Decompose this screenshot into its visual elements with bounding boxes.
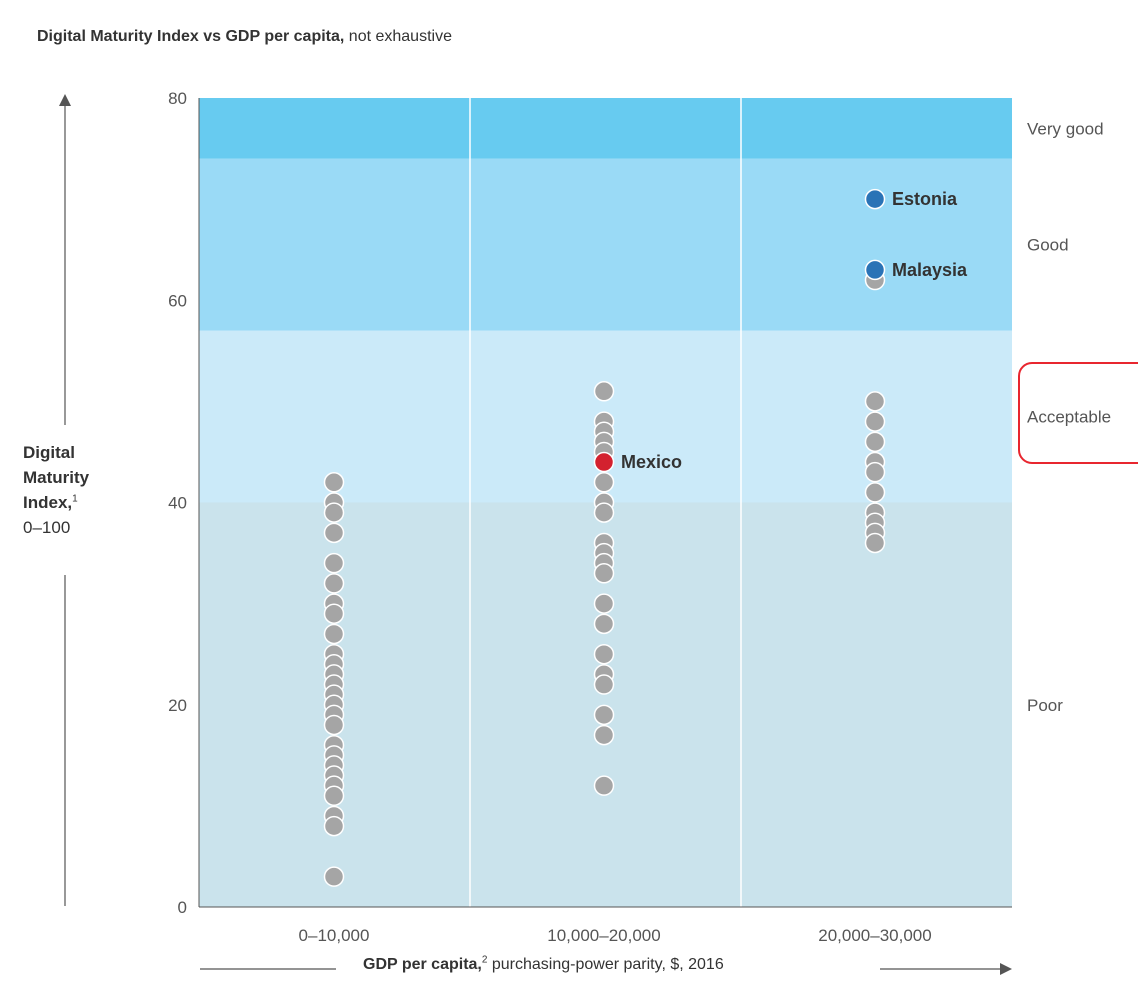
data-point bbox=[323, 552, 345, 574]
y-arrow-head bbox=[59, 94, 71, 106]
x-tick-label: 10,000–20,000 bbox=[547, 926, 660, 945]
x-tick-label: 0–10,000 bbox=[299, 926, 370, 945]
data-point bbox=[593, 643, 615, 665]
x-tick-label: 20,000–30,000 bbox=[818, 926, 931, 945]
data-point bbox=[593, 674, 615, 695]
x-tick-labels: 0–10,000 10,000–20,000 20,000–30,000 bbox=[299, 926, 932, 945]
y-tick-label: 60 bbox=[168, 291, 187, 310]
data-point bbox=[864, 431, 886, 453]
data-point bbox=[593, 502, 615, 523]
band-label: Poor bbox=[1027, 696, 1063, 715]
band-very-good bbox=[199, 98, 1012, 159]
data-point bbox=[864, 391, 886, 412]
y-tick-label: 0 bbox=[178, 898, 187, 917]
data-point bbox=[323, 866, 345, 887]
x-axis-footnote-marker: 2 bbox=[481, 954, 488, 966]
data-point bbox=[593, 563, 615, 584]
x-axis-label: GDP per capita,2 purchasing-power parity… bbox=[363, 954, 863, 974]
x-arrow-head bbox=[1000, 963, 1012, 975]
y-tick-label: 80 bbox=[168, 89, 187, 108]
x-axis-label-bold: GDP per capita, bbox=[363, 956, 482, 973]
data-point bbox=[323, 603, 345, 624]
band-label: Good bbox=[1027, 236, 1069, 255]
data-point bbox=[864, 461, 886, 483]
x-axis-label-rest: purchasing-power parity, $, 2016 bbox=[491, 956, 724, 973]
chart-title: Digital Maturity Index vs GDP per capita… bbox=[37, 28, 452, 46]
chart-title-bold: Digital Maturity Index vs GDP per capita… bbox=[37, 28, 345, 45]
band-label: Very good bbox=[1027, 119, 1104, 138]
y-tick-label: 20 bbox=[168, 696, 187, 715]
data-point bbox=[593, 593, 615, 614]
highlight-label-malaysia: Malaysia bbox=[892, 260, 968, 280]
data-point bbox=[593, 381, 615, 402]
data-point bbox=[864, 482, 886, 503]
data-point bbox=[323, 623, 345, 645]
band-labels: Poor Acceptable Good Very good bbox=[1027, 119, 1111, 714]
y-axis-label-line-1: Digital bbox=[23, 443, 75, 462]
data-points bbox=[323, 269, 886, 887]
y-tick-labels: 0 20 40 60 80 bbox=[168, 89, 187, 917]
data-point bbox=[593, 472, 615, 493]
axis-arrows bbox=[59, 94, 1012, 975]
acceptable-highlight-box bbox=[1018, 362, 1138, 464]
y-tick-label: 40 bbox=[168, 494, 187, 513]
column-separators bbox=[469, 98, 742, 907]
y-axis-footnote-marker: 1 bbox=[72, 493, 78, 505]
y-axis-label-line-2: Maturity bbox=[23, 468, 90, 487]
data-point bbox=[864, 411, 886, 432]
highlight-point-mexico bbox=[593, 451, 615, 473]
band-good bbox=[199, 158, 1012, 331]
data-point bbox=[323, 472, 345, 493]
y-axis-label: Digital Maturity Index,1 0–100 bbox=[23, 440, 143, 540]
highlighted-points: Estonia Malaysia Mexico bbox=[593, 188, 968, 473]
data-point bbox=[323, 573, 345, 594]
highlight-point-malaysia bbox=[864, 259, 886, 281]
data-point bbox=[593, 704, 615, 726]
data-point bbox=[323, 522, 345, 544]
band-label: Acceptable bbox=[1027, 408, 1111, 427]
data-point bbox=[323, 815, 345, 837]
data-point bbox=[323, 502, 345, 523]
data-point bbox=[593, 775, 615, 796]
y-axis-label-line-3: Index, bbox=[23, 493, 73, 512]
highlight-label-estonia: Estonia bbox=[892, 189, 958, 209]
axes bbox=[198, 98, 1012, 908]
data-point bbox=[593, 613, 615, 635]
data-point bbox=[323, 785, 345, 807]
data-point bbox=[323, 714, 345, 736]
chart-title-rest: not exhaustive bbox=[348, 28, 452, 45]
data-point bbox=[593, 724, 615, 746]
y-axis-range: 0–100 bbox=[23, 518, 71, 537]
highlight-label-mexico: Mexico bbox=[621, 452, 682, 472]
highlight-point-estonia bbox=[864, 188, 886, 210]
data-point bbox=[864, 532, 886, 554]
